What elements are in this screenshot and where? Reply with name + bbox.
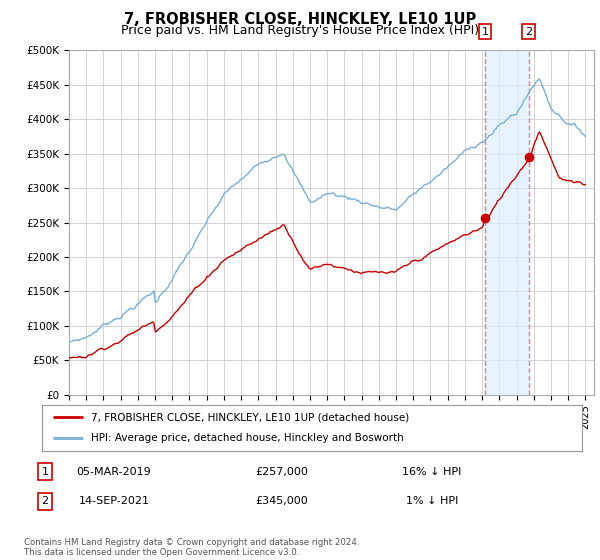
Text: 2: 2	[525, 27, 532, 36]
Text: 7, FROBISHER CLOSE, HINCKLEY, LE10 1UP: 7, FROBISHER CLOSE, HINCKLEY, LE10 1UP	[124, 12, 476, 27]
Text: 1% ↓ HPI: 1% ↓ HPI	[406, 496, 458, 506]
Text: £257,000: £257,000	[256, 466, 308, 477]
Bar	[485, 50, 529, 395]
Text: 1: 1	[482, 27, 488, 36]
Text: Contains HM Land Registry data © Crown copyright and database right 2024.
This d: Contains HM Land Registry data © Crown c…	[24, 538, 359, 557]
Text: 2: 2	[41, 496, 49, 506]
Text: 05-MAR-2019: 05-MAR-2019	[77, 466, 151, 477]
Text: 14-SEP-2021: 14-SEP-2021	[79, 496, 149, 506]
Text: £345,000: £345,000	[256, 496, 308, 506]
Text: HPI: Average price, detached house, Hinckley and Bosworth: HPI: Average price, detached house, Hinc…	[91, 433, 403, 444]
Text: 16% ↓ HPI: 16% ↓ HPI	[403, 466, 461, 477]
Text: 1: 1	[41, 466, 49, 477]
Text: 7, FROBISHER CLOSE, HINCKLEY, LE10 1UP (detached house): 7, FROBISHER CLOSE, HINCKLEY, LE10 1UP (…	[91, 412, 409, 422]
Text: Price paid vs. HM Land Registry's House Price Index (HPI): Price paid vs. HM Land Registry's House …	[121, 24, 479, 37]
